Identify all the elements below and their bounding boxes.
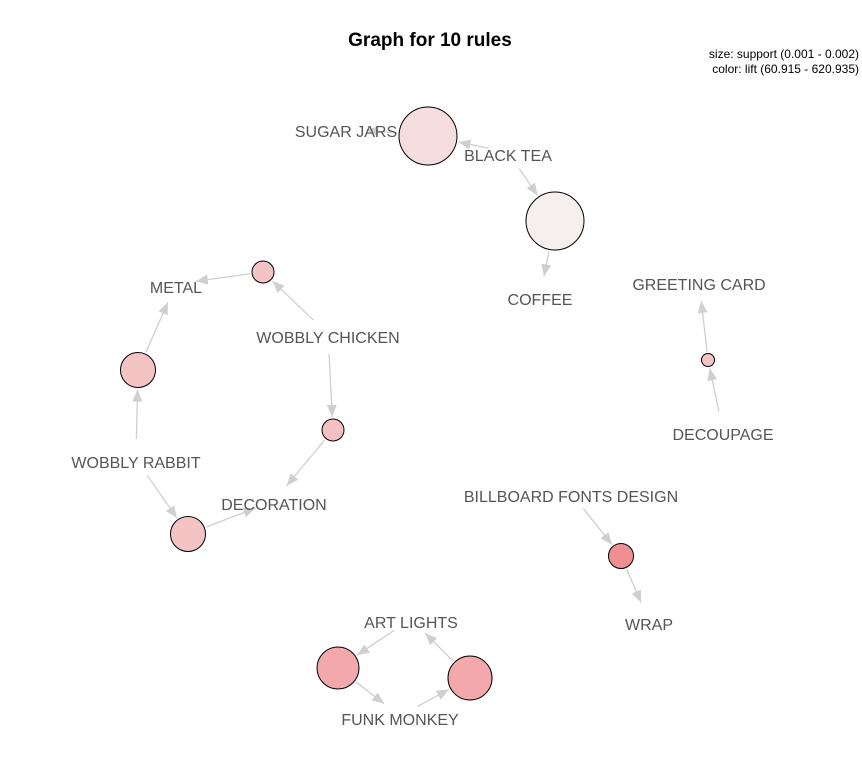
edge-wobbly-chicken-to-rule-4-arrowhead [272, 280, 285, 293]
edge-rule-3-to-greeting-card-arrowhead [697, 300, 708, 314]
edge-rule-10-to-funk-monkey-arrowhead [371, 692, 385, 704]
edge-billboard-fonts-design-to-rule-8-arrowhead [600, 532, 612, 545]
item-label-wobbly-rabbit: WOBBLY RABBIT [71, 455, 200, 472]
legend-color: color: lift (60.915 - 620.935) [712, 62, 859, 76]
item-label-art-lights: ART LIGHTS [364, 615, 458, 632]
rule-2-node [525, 191, 585, 251]
edge-art-lights-to-rule-10-arrowhead [357, 644, 370, 656]
rule-10-node [316, 646, 360, 690]
edge-wobbly-rabbit-to-rule-5-arrowhead [132, 389, 143, 402]
rule-nodes-layer [120, 106, 715, 701]
edge-black-tea-to-rule-2-arrowhead [526, 182, 538, 196]
rule-8-node [608, 543, 634, 569]
rule-9-node [447, 655, 493, 701]
rule-1-node [398, 106, 458, 166]
edge-decoupage-to-rule-3-arrowhead [707, 368, 718, 382]
rule-6-node [321, 418, 345, 442]
item-label-sugar-jars: SUGAR JARS [295, 124, 397, 141]
rule-7-node [170, 516, 206, 552]
graph-title: Graph for 10 rules [348, 30, 512, 51]
edges-layer [132, 126, 720, 708]
item-label-wrap: WRAP [625, 617, 673, 634]
edge-rule-7-to-decoration-arrowhead [242, 507, 256, 518]
edge-wobbly-chicken-to-rule-6-arrowhead [326, 404, 337, 418]
item-label-funk-monkey: FUNK MONKEY [341, 712, 459, 729]
item-label-coffee: COFFEE [508, 292, 573, 309]
item-label-decoupage: DECOUPAGE [672, 427, 773, 444]
edge-rule-6-to-decoration-arrowhead [286, 473, 299, 486]
edge-funk-monkey-to-rule-9-arrowhead [435, 689, 449, 700]
item-label-wobbly-chicken: WOBBLY CHICKEN [256, 330, 399, 347]
edge-rule-2-to-coffee-arrowhead [541, 263, 552, 277]
edge-rule-9-to-art-lights-arrowhead [425, 633, 438, 646]
edge-rule-4-to-metal-arrowhead [195, 274, 209, 285]
edge-rule-1-to-sugar-jars-arrowhead [365, 126, 379, 137]
item-labels-layer: SUGAR JARS BLACK TEA COFFEE GREETING CARD DE… [71, 124, 773, 729]
edge-rule-5-to-metal-arrowhead [158, 302, 168, 316]
item-label-decoration: DECORATION [221, 497, 326, 514]
item-label-black-tea: BLACK TEA [464, 148, 552, 165]
item-label-billboard-fonts-design: BILLBOARD FONTS DESIGN [464, 489, 678, 506]
rule-5-node [120, 352, 156, 388]
edge-wobbly-rabbit-to-rule-7-arrowhead [165, 505, 177, 518]
edge-black-tea-to-rule-1-arrowhead [458, 139, 472, 150]
item-label-greeting-card: GREETING CARD [632, 277, 765, 294]
rule-4-node [251, 260, 275, 284]
legend-size: size: support (0.001 - 0.002) [709, 47, 859, 61]
rule-3-node [701, 353, 715, 367]
edge-rule-8-to-wrap-arrowhead [631, 589, 642, 603]
item-label-metal: METAL [150, 280, 202, 297]
